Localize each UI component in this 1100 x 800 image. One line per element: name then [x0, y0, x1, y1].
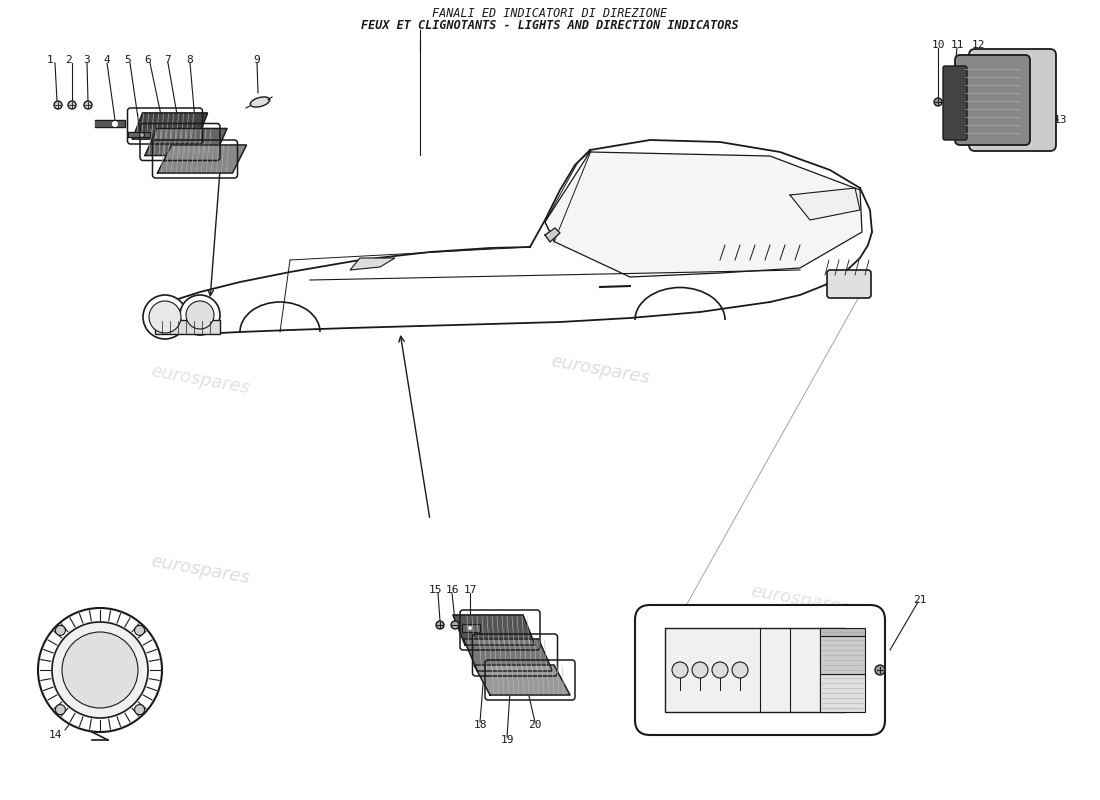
Circle shape	[186, 301, 214, 329]
Text: FANALI ED INDICATORI DI DIREZIONE: FANALI ED INDICATORI DI DIREZIONE	[432, 7, 668, 20]
Circle shape	[52, 622, 148, 718]
Polygon shape	[463, 639, 552, 671]
Polygon shape	[544, 228, 560, 242]
Polygon shape	[157, 145, 246, 173]
FancyBboxPatch shape	[635, 605, 886, 735]
Text: 15: 15	[428, 585, 442, 595]
Circle shape	[55, 626, 65, 635]
Bar	[155, 320, 220, 334]
Circle shape	[134, 626, 144, 635]
Polygon shape	[145, 129, 227, 155]
Text: 8: 8	[187, 55, 194, 65]
Text: 3: 3	[84, 55, 90, 65]
Circle shape	[148, 301, 182, 333]
Text: 11: 11	[950, 40, 964, 50]
Text: 16: 16	[446, 585, 459, 595]
Circle shape	[54, 101, 62, 109]
Polygon shape	[350, 258, 395, 270]
Text: 6: 6	[144, 55, 152, 65]
Polygon shape	[453, 615, 535, 645]
Circle shape	[874, 665, 886, 675]
Circle shape	[934, 98, 942, 106]
Polygon shape	[132, 113, 208, 139]
Polygon shape	[544, 152, 862, 277]
Text: 13: 13	[1054, 115, 1067, 125]
Text: 10: 10	[932, 40, 945, 50]
Text: eurospares: eurospares	[148, 553, 251, 587]
Circle shape	[468, 626, 472, 630]
Bar	[462, 624, 480, 632]
Text: 9: 9	[254, 55, 261, 65]
Circle shape	[39, 608, 162, 732]
Text: eurospares: eurospares	[549, 353, 651, 387]
Circle shape	[112, 122, 118, 126]
Circle shape	[436, 621, 444, 629]
Text: 17: 17	[463, 585, 476, 595]
Bar	[820, 628, 865, 636]
Text: 19: 19	[500, 735, 514, 745]
FancyBboxPatch shape	[827, 270, 871, 298]
Bar	[820, 674, 865, 712]
Text: 14: 14	[48, 730, 62, 740]
Circle shape	[84, 101, 92, 109]
Circle shape	[55, 705, 65, 714]
Polygon shape	[95, 120, 125, 127]
Text: 2: 2	[65, 55, 72, 65]
Text: FEUX ET CLIGNOTANTS - LIGHTS AND DIRECTION INDICATORS: FEUX ET CLIGNOTANTS - LIGHTS AND DIRECTI…	[361, 19, 739, 32]
Bar	[820, 636, 865, 674]
Circle shape	[143, 295, 187, 339]
Text: 20: 20	[528, 720, 541, 730]
Text: 5: 5	[124, 55, 131, 65]
Text: eurospares: eurospares	[749, 582, 851, 618]
Polygon shape	[128, 132, 150, 137]
Text: 4: 4	[103, 55, 110, 65]
Text: 7: 7	[165, 55, 172, 65]
Text: eurospares: eurospares	[549, 233, 651, 267]
Circle shape	[68, 101, 76, 109]
Circle shape	[692, 662, 708, 678]
Polygon shape	[790, 188, 860, 220]
Text: 18: 18	[473, 720, 486, 730]
Circle shape	[140, 133, 144, 138]
Text: eurospares: eurospares	[749, 622, 851, 658]
Circle shape	[180, 295, 220, 335]
Text: 1: 1	[46, 55, 54, 65]
Bar	[666, 628, 845, 712]
Circle shape	[62, 632, 138, 708]
FancyBboxPatch shape	[955, 55, 1030, 145]
Circle shape	[732, 662, 748, 678]
Circle shape	[672, 662, 688, 678]
Circle shape	[712, 662, 728, 678]
FancyBboxPatch shape	[969, 49, 1056, 151]
FancyBboxPatch shape	[943, 66, 967, 140]
Text: eurospares: eurospares	[148, 362, 251, 398]
Circle shape	[451, 621, 459, 629]
Text: 12: 12	[971, 40, 984, 50]
Ellipse shape	[251, 97, 270, 107]
Circle shape	[134, 705, 144, 714]
Text: 21: 21	[913, 595, 926, 605]
Polygon shape	[474, 665, 570, 695]
